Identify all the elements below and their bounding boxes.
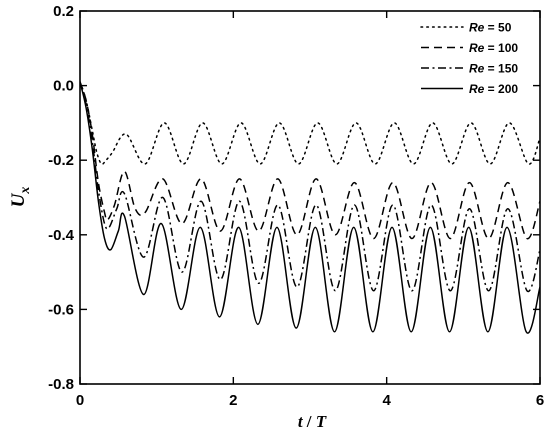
series-lines bbox=[80, 81, 540, 334]
y-tick-label: -0.8 bbox=[48, 376, 74, 393]
axis-ticks: 0 2 4 6 0.2 0.0 -0.2 -0.4 -0.6 -0.8 bbox=[48, 3, 544, 409]
plot-area-frame bbox=[79, 10, 541, 385]
y-axis-title: Ux bbox=[8, 187, 33, 208]
y-axis-title-main: U bbox=[8, 192, 29, 207]
y-tick-label: -0.6 bbox=[48, 301, 74, 318]
x-axis-title-sep: / bbox=[303, 412, 316, 431]
y-tick-label: -0.4 bbox=[48, 227, 75, 244]
y-axis-title-sub: x bbox=[18, 187, 33, 195]
legend-label: Re = 200 bbox=[469, 82, 518, 96]
legend-label-var: Re bbox=[469, 62, 485, 76]
x-axis-title-den: T bbox=[316, 412, 327, 431]
legend-label-var: Re bbox=[469, 21, 485, 35]
legend-label-value: = 150 bbox=[484, 62, 518, 76]
series-line-re-200 bbox=[80, 81, 540, 334]
x-tick-label: 2 bbox=[229, 392, 237, 409]
y-tick-label: -0.2 bbox=[48, 152, 74, 169]
legend-label-value: = 50 bbox=[484, 21, 511, 35]
legend-label: Re = 100 bbox=[469, 41, 518, 55]
legend-label-var: Re bbox=[469, 41, 485, 55]
x-axis-title-num: t bbox=[298, 412, 304, 431]
legend-label: Re = 150 bbox=[469, 62, 518, 76]
y-tick-label: 0.0 bbox=[53, 78, 74, 95]
series-line-re-150 bbox=[80, 81, 540, 292]
legend-label-value: = 100 bbox=[484, 41, 518, 55]
legend-label-value: = 200 bbox=[484, 82, 518, 96]
x-axis-title: t / T bbox=[298, 412, 327, 431]
x-tick-label: 4 bbox=[382, 392, 391, 409]
legend-label-var: Re bbox=[469, 82, 485, 96]
series-line-re-50 bbox=[80, 81, 540, 165]
y-tick-label: 0.2 bbox=[53, 3, 74, 20]
x-tick-label: 0 bbox=[76, 392, 84, 409]
legend-label: Re = 50 bbox=[469, 21, 512, 35]
series-line-re-100 bbox=[80, 81, 540, 240]
x-tick-label: 6 bbox=[536, 392, 544, 409]
